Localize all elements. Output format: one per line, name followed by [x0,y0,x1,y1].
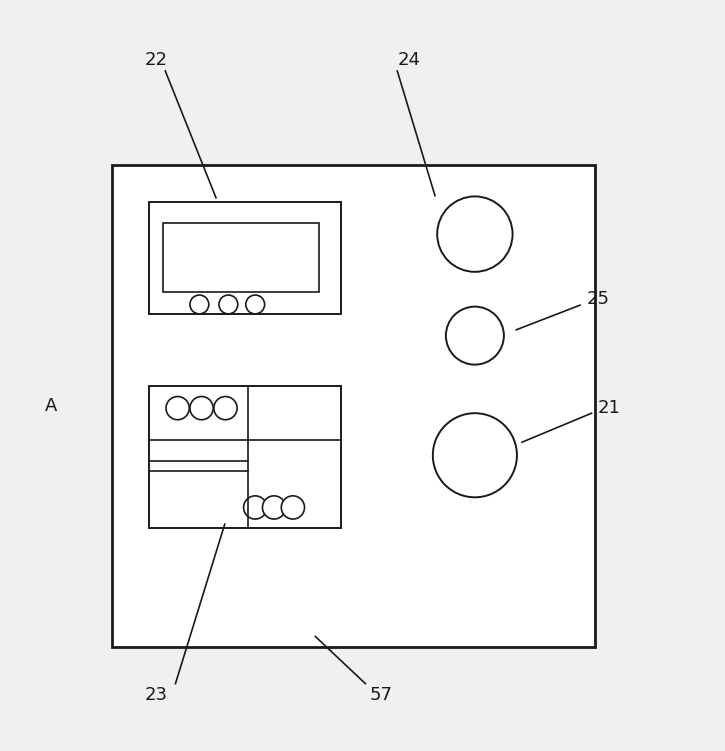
Circle shape [244,496,267,519]
Circle shape [190,295,209,314]
Bar [149,201,341,314]
Circle shape [246,295,265,314]
Circle shape [219,295,238,314]
Circle shape [190,397,213,420]
Text: 24: 24 [398,51,421,69]
Circle shape [433,413,517,497]
Circle shape [262,496,286,519]
Text: 57: 57 [369,686,392,704]
Circle shape [446,306,504,365]
Circle shape [214,397,237,420]
Text: 22: 22 [144,51,167,69]
Circle shape [166,397,189,420]
Text: A: A [44,397,57,415]
Text: 25: 25 [587,291,610,309]
Text: 23: 23 [144,686,167,704]
Text: 21: 21 [597,399,621,417]
Circle shape [437,197,513,272]
Circle shape [281,496,304,519]
Bar [112,165,594,647]
Bar [163,223,319,292]
Bar [149,386,341,528]
